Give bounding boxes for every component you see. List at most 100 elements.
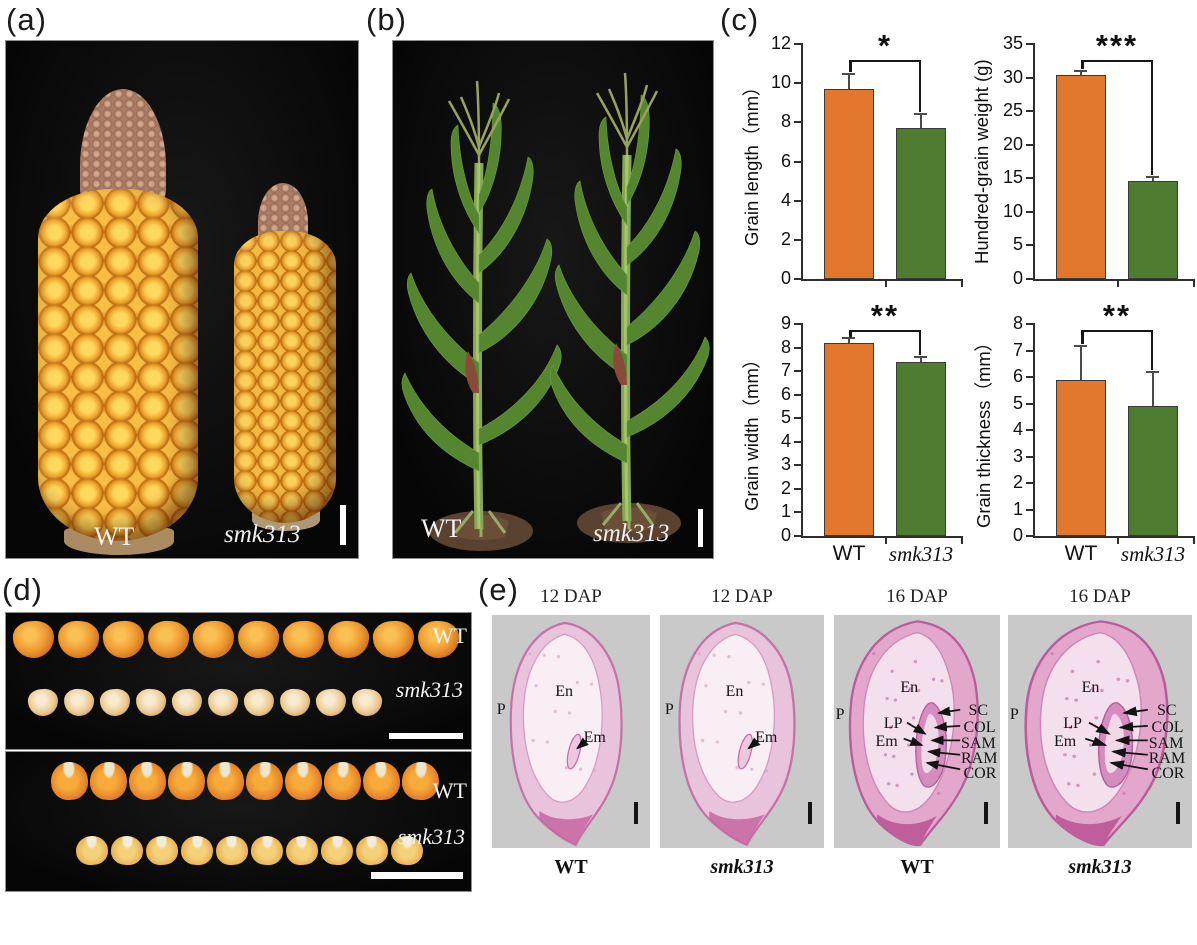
y-tick-label: 10 (770, 72, 791, 93)
y-tick (794, 238, 803, 241)
anatomy-label-em: Em (875, 732, 898, 750)
significance-stars: ** (870, 298, 900, 333)
x-category-label: WT (1064, 542, 1098, 565)
error-bar (920, 358, 922, 362)
y-tick (1026, 455, 1035, 458)
scale-bar (634, 802, 638, 824)
y-tick-label: 8 (1012, 313, 1023, 333)
corn-kernel (315, 688, 347, 717)
corn-kernel (207, 688, 239, 717)
y-tick-label: 25 (1002, 100, 1023, 121)
y-tick (1026, 244, 1035, 247)
bracket-leg (1081, 62, 1084, 70)
y-tick-label: 35 (1002, 33, 1023, 53)
corn-kernel (75, 835, 109, 866)
histology-panel-1: 12 DAP P En Em smk313 (660, 586, 824, 879)
bracket-leg (1150, 332, 1153, 371)
bar-mutant (896, 128, 946, 279)
y-tick-label: 2 (780, 477, 791, 498)
kernel-section-illustration (848, 620, 979, 847)
significance-bracket: ** (849, 298, 921, 356)
y-tick (794, 121, 803, 124)
y-tick-label: 6 (1012, 366, 1023, 386)
y-tick (1026, 110, 1035, 113)
anatomy-label-p: P (496, 701, 506, 719)
plot-area: 0 5 10 15 20 25 30 35 *** (1003, 28, 1195, 288)
genotype-caption: smk313 (710, 856, 774, 878)
anatomy-label-lp: LP (883, 715, 903, 733)
y-tick (794, 511, 803, 514)
genotype-caption: WT (900, 856, 934, 878)
corn-kernel (102, 619, 145, 660)
error-bar-cap (914, 112, 927, 115)
kernel-section-illustration (509, 621, 623, 847)
corn-kernel (110, 835, 144, 866)
plot-area: 0 1 2 3 4 5 6 7 8 WT smk313 ** (1013, 298, 1195, 566)
y-tick-label: 8 (780, 336, 791, 357)
significance-stars: *** (1095, 28, 1139, 63)
anatomy-label-em: Em (1054, 732, 1077, 750)
y-tick-label: 12 (770, 33, 791, 53)
stage-label: 12 DAP (711, 586, 773, 607)
y-tick-label: 1 (1012, 498, 1023, 519)
scale-bar (389, 733, 463, 739)
corn-kernel (323, 761, 362, 801)
error-bar (1152, 373, 1154, 407)
corn-kernel (215, 835, 249, 866)
y-tick-label: 7 (1012, 339, 1023, 360)
smk313-ear-image (234, 231, 336, 523)
significance-stars: * (877, 28, 893, 63)
row-genotype-label: WT (432, 778, 467, 803)
y-tick (1026, 535, 1035, 537)
x-category-label: smk313 (888, 542, 954, 566)
anatomy-label-sam: SAM (960, 734, 996, 752)
y-tick (794, 43, 803, 45)
y-tick (794, 323, 803, 325)
y-tick-label: 5 (1012, 234, 1023, 255)
error-bar (920, 114, 922, 129)
anatomy-label-col: COL (1151, 718, 1184, 736)
corn-kernel (282, 619, 325, 660)
y-tick (794, 535, 803, 537)
corn-kernel (192, 619, 235, 660)
row-genotype-label: smk313 (397, 824, 465, 849)
y-tick (1026, 349, 1035, 352)
error-bar-cap (842, 73, 855, 76)
kernel-section-illustration (678, 621, 796, 847)
corn-kernel (320, 835, 354, 866)
bar-wt (824, 89, 874, 279)
anatomy-label-en: En (900, 679, 919, 697)
wt-label: WT (94, 522, 135, 551)
y-tick (1026, 143, 1035, 146)
bracket-leg (849, 62, 852, 73)
kernel-row (75, 835, 424, 866)
anatomy-label-en: En (555, 682, 573, 700)
error-bar-cap (1146, 176, 1159, 179)
corn-kernel (237, 619, 280, 660)
y-tick (1026, 429, 1035, 431)
significance-bracket: ** (1081, 298, 1153, 371)
corn-kernel (89, 761, 128, 801)
scale-bar (340, 505, 346, 545)
corn-kernel (351, 688, 383, 717)
x-tick (1117, 538, 1119, 544)
kernel-row (12, 619, 460, 660)
corn-kernel (279, 688, 311, 717)
anatomy-label-p: P (664, 701, 674, 719)
row-genotype-label: WT (432, 623, 467, 648)
anatomy-label-ram: RAM (960, 750, 998, 768)
x-tick (885, 281, 887, 287)
maize-plants-illustration (401, 41, 713, 551)
panel-b-tag: (b) (366, 2, 407, 37)
y-tick (1026, 278, 1035, 280)
bar-wt (1056, 74, 1106, 279)
error-bar-cap (1074, 344, 1087, 347)
error-bar-cap (1146, 371, 1159, 374)
smk313-label: smk313 (593, 520, 670, 547)
x-tick (961, 281, 963, 287)
kernel-row (50, 761, 440, 801)
panel-e-tag: (e) (478, 572, 519, 607)
corn-kernel (245, 761, 284, 801)
bracket-leg (1150, 62, 1153, 176)
